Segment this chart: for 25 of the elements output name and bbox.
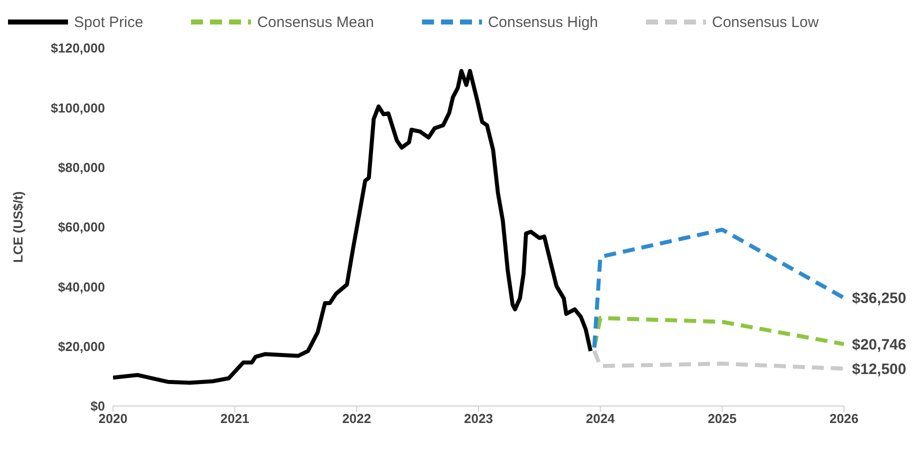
x-tick-label: 2026 bbox=[830, 411, 858, 426]
line-series bbox=[113, 68, 593, 385]
x-tick-label: 2023 bbox=[464, 411, 493, 426]
legend-label: Consensus Mean bbox=[257, 14, 374, 30]
legend-label: Consensus Low bbox=[712, 14, 819, 30]
y-tick-label: $100,000 bbox=[50, 100, 105, 116]
x-tick-label: 2021 bbox=[220, 411, 250, 426]
data-label: $20,746 bbox=[852, 336, 906, 354]
x-tick-label: 2020 bbox=[98, 411, 128, 426]
legend-label: Spot Price bbox=[74, 14, 144, 30]
data-label: $12,500 bbox=[852, 360, 906, 378]
x-tick-label: 2024 bbox=[586, 411, 616, 426]
data-label: $36,250 bbox=[852, 290, 906, 308]
y-axis-title: LCE (US$/t) bbox=[10, 191, 26, 263]
line-series bbox=[592, 228, 844, 350]
y-tick-label: $60,000 bbox=[58, 220, 105, 235]
y-tick-label: $80,000 bbox=[58, 160, 105, 175]
legend-label: Consensus High bbox=[488, 14, 598, 30]
x-tick-label: 2022 bbox=[342, 411, 372, 426]
line-series bbox=[592, 348, 844, 371]
x-tick-label: 2025 bbox=[708, 411, 737, 426]
y-tick-label: $40,000 bbox=[58, 279, 105, 294]
y-tick-label: $120,000 bbox=[50, 40, 105, 56]
y-tick-label: $20,000 bbox=[58, 338, 105, 354]
y-tick-label: $0 bbox=[90, 398, 105, 414]
